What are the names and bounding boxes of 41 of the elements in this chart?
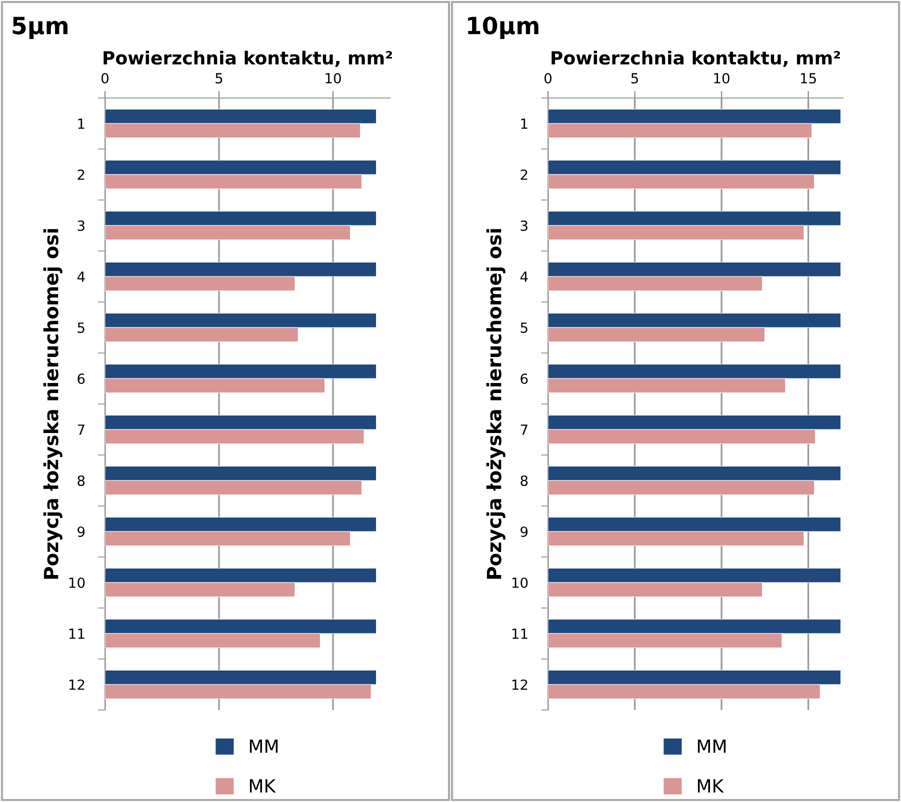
y-tick-label: 12	[69, 679, 84, 690]
legend-label: MM	[698, 740, 726, 753]
x-axis-title: Powierzchnia kontaktu, mm²	[104, 50, 392, 67]
y-axis-title: Pozycja łożyska nieruchomej osi	[486, 229, 506, 579]
y-tick-label: 12	[512, 679, 528, 690]
y-tick-label: 1	[78, 118, 84, 129]
y-tick-label: 8	[78, 475, 85, 486]
y-tick-label: 10	[69, 577, 85, 588]
y-tick-label: 1	[521, 118, 528, 129]
y-tick-label: 9	[78, 526, 85, 537]
chart-title: 5µm	[12, 16, 68, 40]
legend-label: MM	[250, 740, 278, 753]
y-tick-label: 2	[78, 169, 84, 180]
y-tick-label: 9	[520, 526, 528, 537]
y-tick-label: 10	[512, 577, 528, 588]
x-tick-label: 5	[216, 73, 222, 84]
y-tick-label: 3	[520, 220, 528, 231]
y-tick-label: 6	[520, 373, 528, 384]
y-tick-label: 7	[520, 424, 528, 435]
y-tick-label: 4	[520, 272, 528, 282]
y-tick-label: 11	[69, 628, 84, 639]
y-tick-label: 5	[78, 322, 84, 333]
y-axis-title: Pozycja łożyska nieruchomej osi	[43, 229, 62, 579]
x-tick-label: 10	[714, 73, 730, 84]
legend-label: MK	[698, 779, 724, 792]
y-tick-label: 8	[520, 475, 528, 486]
x-tick-label: 10	[326, 73, 341, 84]
x-tick-label: 15	[800, 73, 816, 84]
chart-title: 10µm	[468, 16, 538, 40]
y-tick-label: 11	[512, 628, 528, 639]
y-tick-label: 3	[78, 220, 84, 231]
y-tick-label: 5	[520, 322, 528, 333]
x-tick-label: 5	[631, 73, 638, 84]
y-tick-label: 4	[77, 272, 85, 282]
x-tick-label: 0	[101, 73, 108, 84]
x-tick-label: 0	[544, 73, 552, 84]
y-tick-label: 6	[78, 373, 85, 384]
legend-label: MK	[250, 779, 276, 792]
y-tick-label: 2	[520, 169, 528, 180]
y-tick-label: 7	[78, 424, 84, 435]
x-axis-title: Powierzchnia kontaktu, mm²	[552, 50, 840, 67]
